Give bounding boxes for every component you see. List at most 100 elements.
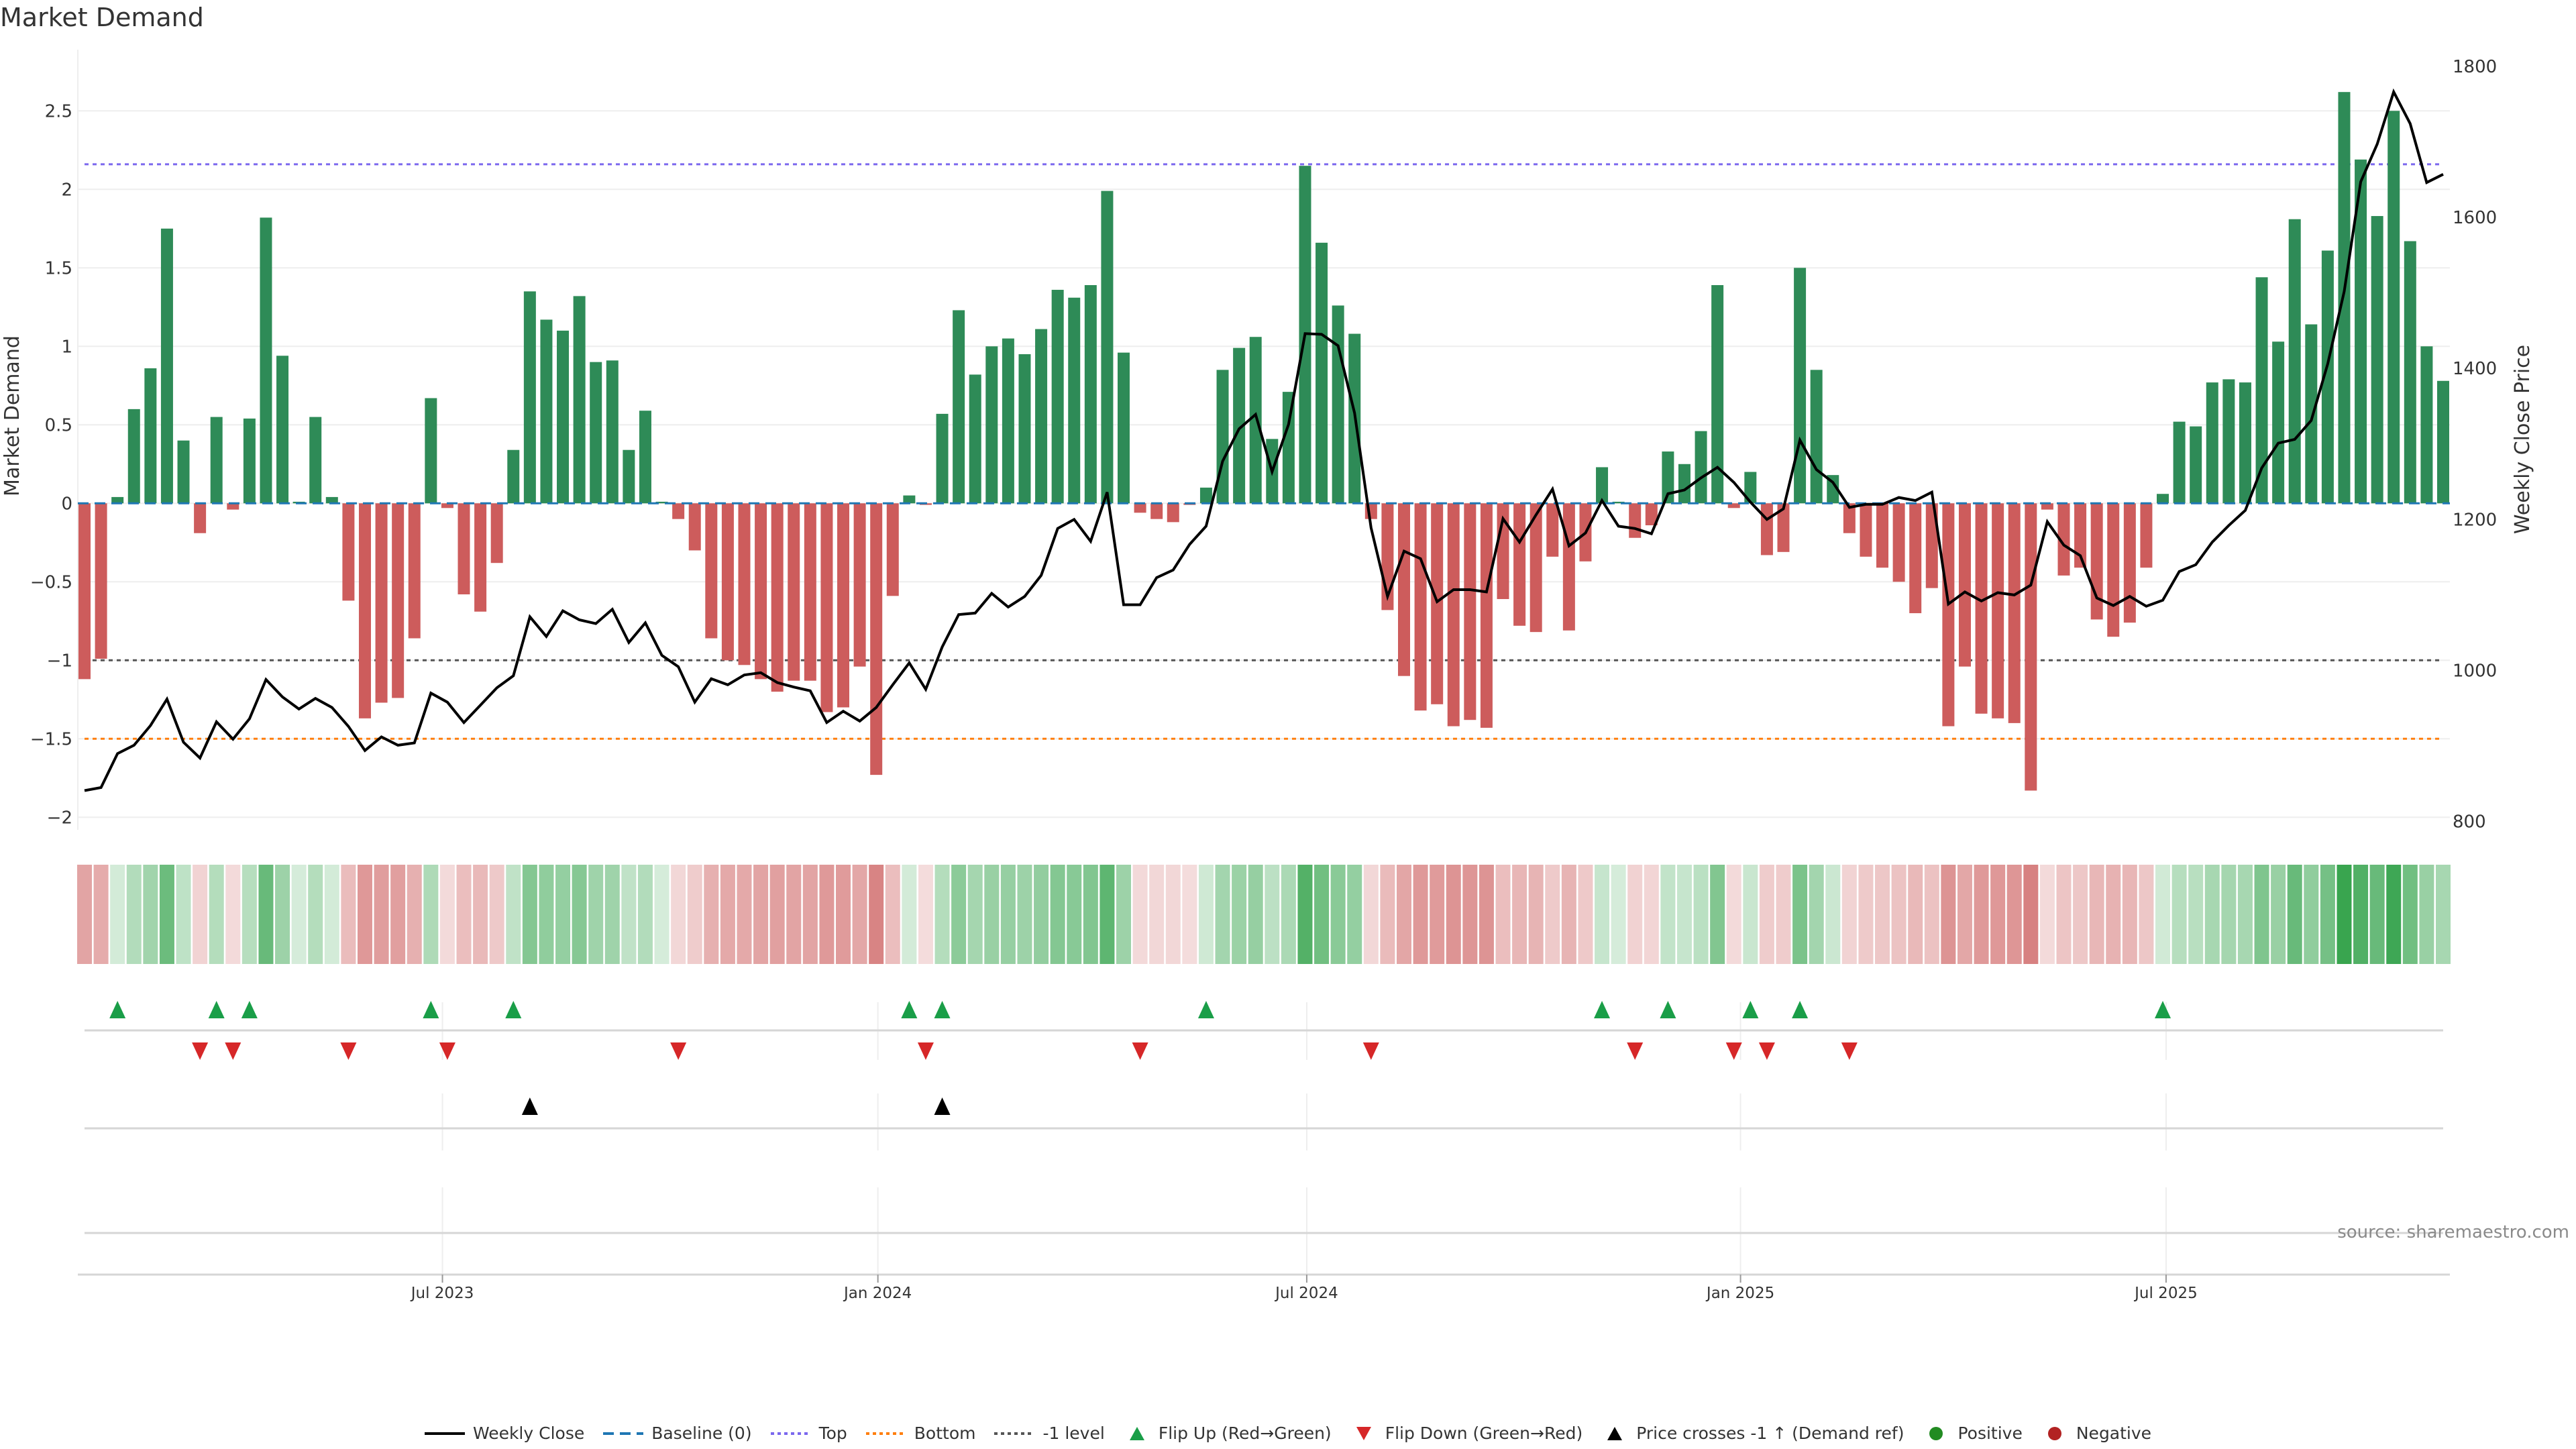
heat-cell xyxy=(308,865,323,964)
heat-cell xyxy=(2419,865,2434,964)
bar-negative xyxy=(1892,503,1905,582)
bar-negative xyxy=(2107,503,2120,637)
bar-negative xyxy=(1958,503,1971,667)
legend-label: Baseline (0) xyxy=(651,1424,752,1443)
y2-tick-label: 1200 xyxy=(2453,510,2497,530)
bar-positive xyxy=(1744,472,1757,504)
heat-cell xyxy=(2402,865,2418,964)
flip-up-marker xyxy=(1197,1001,1214,1018)
bar-negative xyxy=(1546,503,1559,557)
heat-cell xyxy=(869,865,884,964)
y-tick-label: 2.5 xyxy=(45,101,72,121)
bar-positive xyxy=(243,418,256,504)
heat-cell xyxy=(967,865,983,964)
heat-cell xyxy=(1396,865,1411,964)
bar-positive xyxy=(2239,382,2251,504)
legend-item[interactable]: -1 level xyxy=(994,1424,1105,1443)
heat-cell xyxy=(2039,865,2055,964)
bar-positive xyxy=(1810,370,1823,504)
bar-negative xyxy=(688,503,701,551)
heat-cell xyxy=(802,865,818,964)
flip-up-marker xyxy=(1594,1001,1611,1018)
bar-negative xyxy=(1480,503,1493,728)
flip-down-marker xyxy=(439,1042,455,1060)
heat-cell xyxy=(1825,865,1841,964)
heat-cell xyxy=(1941,865,1956,964)
flip-down-marker xyxy=(1627,1042,1644,1060)
bar-positive xyxy=(2157,494,2169,504)
heat-cell xyxy=(637,865,653,964)
heat-cell xyxy=(2386,865,2402,964)
heat-cell xyxy=(902,865,917,964)
chart-title: Market Demand xyxy=(0,3,204,32)
heat-cell xyxy=(572,865,587,964)
bar-positive xyxy=(144,368,157,504)
bar-positive xyxy=(507,449,520,504)
bar-positive xyxy=(606,360,619,504)
flip-down-marker xyxy=(225,1042,241,1060)
y2-tick-label: 1600 xyxy=(2453,208,2497,228)
y-tick-label: 1 xyxy=(61,337,72,357)
heat-cell xyxy=(2254,865,2269,964)
legend-item[interactable]: Positive xyxy=(1923,1424,2023,1443)
left-axis-label: Market Demand xyxy=(1,335,24,496)
dashed-line-icon xyxy=(603,1427,644,1440)
legend-item[interactable]: Flip Down (Green→Red) xyxy=(1350,1424,1583,1443)
heat-cell xyxy=(1215,865,1230,964)
legend-item[interactable]: Weekly Close xyxy=(424,1424,584,1443)
bar-negative xyxy=(755,503,767,680)
bar-negative xyxy=(490,503,503,564)
bar-positive xyxy=(276,356,289,504)
flip-up-marker xyxy=(109,1001,126,1018)
bar-negative xyxy=(721,503,734,661)
heat-cell xyxy=(1446,865,1461,964)
heat-cell xyxy=(2320,865,2335,964)
heat-cell xyxy=(1083,865,1098,964)
bar-positive xyxy=(2288,219,2301,504)
bar-negative xyxy=(1860,503,1872,557)
bar-negative xyxy=(1909,503,1922,614)
heat-cell xyxy=(506,865,521,964)
heat-cell xyxy=(1034,865,1049,964)
heat-cell xyxy=(2271,865,2286,964)
bar-positive xyxy=(936,413,949,504)
heat-cell xyxy=(1693,865,1709,964)
bar-negative xyxy=(2074,503,2087,568)
legend-item[interactable]: Negative xyxy=(2041,1424,2151,1443)
legend-item[interactable]: Price crosses -1 ↑ (Demand ref) xyxy=(1601,1424,1904,1443)
right-axis-label: Weekly Close Price xyxy=(2511,345,2534,534)
legend-item[interactable]: Top xyxy=(770,1424,847,1443)
heat-cell xyxy=(176,865,191,964)
heat-cell xyxy=(291,865,307,964)
bar-negative xyxy=(2008,503,2021,723)
x-tick-label: Jul 2024 xyxy=(1274,1285,1338,1302)
bar-negative xyxy=(474,503,487,612)
heat-cell xyxy=(2353,865,2369,964)
bar-negative xyxy=(705,503,718,639)
heat-cell xyxy=(1182,865,1197,964)
bar-negative xyxy=(1150,503,1163,519)
heat-cell xyxy=(539,865,554,964)
heat-cell xyxy=(1347,865,1362,964)
bar-negative xyxy=(1942,503,1955,727)
legend-label: Flip Down (Green→Red) xyxy=(1385,1424,1583,1443)
bar-negative xyxy=(194,503,207,533)
heat-cell xyxy=(2304,865,2319,964)
bar-negative xyxy=(441,503,453,508)
heat-cell xyxy=(1595,865,1610,964)
heat-cell xyxy=(439,865,455,964)
legend-item[interactable]: Flip Up (Red→Green) xyxy=(1124,1424,1332,1443)
bar-negative xyxy=(1134,503,1146,513)
bar-negative xyxy=(392,503,405,698)
heat-cell xyxy=(2287,865,2302,964)
legend-item[interactable]: Baseline (0) xyxy=(603,1424,752,1443)
bar-positive xyxy=(210,417,223,504)
bar-positive xyxy=(2420,346,2433,504)
bar-positive xyxy=(1678,464,1690,504)
level-lines xyxy=(85,163,2443,740)
bar-positive xyxy=(425,398,437,504)
legend-item[interactable]: Bottom xyxy=(865,1424,975,1443)
circle-icon xyxy=(1923,1426,1949,1442)
bar-positive xyxy=(1316,242,1328,504)
heat-cell xyxy=(1149,865,1165,964)
